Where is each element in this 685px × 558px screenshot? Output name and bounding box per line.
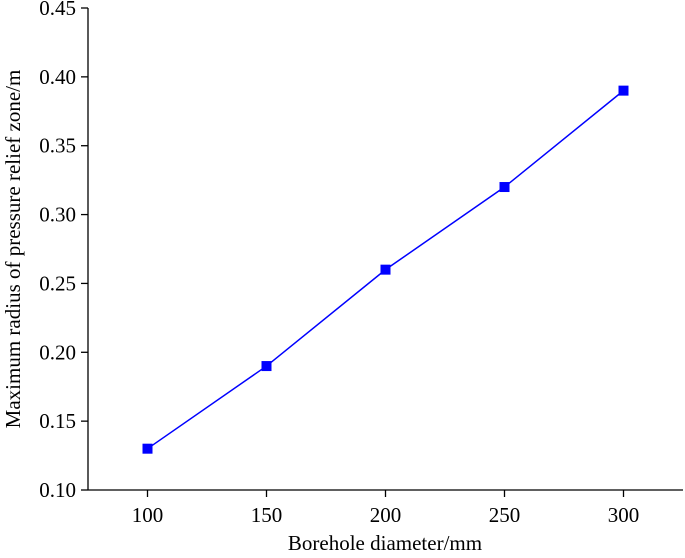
x-tick-label: 250 bbox=[489, 503, 521, 527]
x-tick-label: 100 bbox=[132, 503, 164, 527]
y-tick-label: 0.15 bbox=[39, 409, 76, 433]
y-tick-label: 0.20 bbox=[39, 340, 76, 364]
y-tick-label: 0.40 bbox=[39, 65, 76, 89]
y-tick-label: 0.30 bbox=[39, 203, 76, 227]
x-axis-label: Borehole diameter/mm bbox=[288, 531, 482, 555]
x-tick-label: 150 bbox=[251, 503, 283, 527]
marker bbox=[142, 443, 153, 454]
x-tick-label: 300 bbox=[608, 503, 640, 527]
marker bbox=[618, 85, 629, 96]
y-axis-label: Maximum radius of pressure relief zone/m bbox=[1, 70, 25, 429]
marker bbox=[499, 182, 510, 193]
y-tick-label: 0.35 bbox=[39, 134, 76, 158]
y-tick-label: 0.10 bbox=[39, 478, 76, 502]
marker bbox=[261, 361, 272, 372]
marker bbox=[380, 264, 391, 275]
y-tick-label: 0.25 bbox=[39, 271, 76, 295]
y-tick-label: 0.45 bbox=[39, 0, 76, 20]
x-tick-label: 200 bbox=[370, 503, 402, 527]
